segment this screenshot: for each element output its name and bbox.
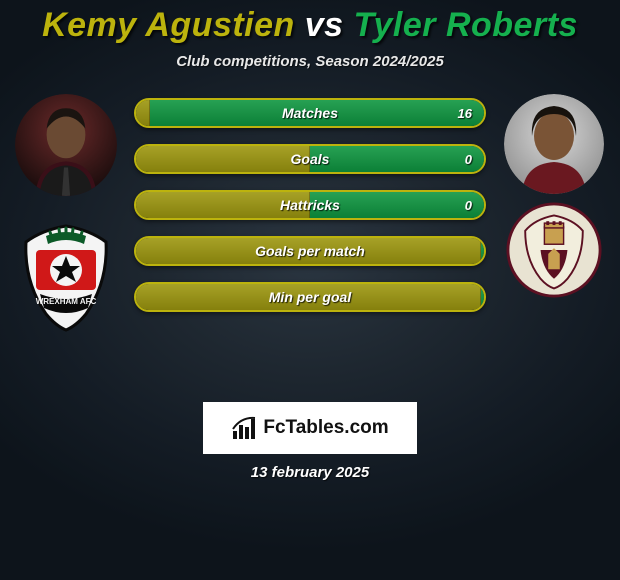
stat-bar-right-fill	[481, 238, 484, 264]
branding-text: FcTables.com	[263, 417, 388, 439]
right-player-column	[496, 94, 612, 298]
stat-bar-right-fill	[310, 146, 484, 172]
title-vs: vs	[295, 6, 354, 44]
stat-bar: Goals per match	[134, 236, 486, 266]
comparison-bars: Matches16 Goals0 Hattricks0 Goals per match…	[124, 94, 496, 328]
stat-bar-right-fill	[481, 284, 484, 310]
comparison-title: Kemy Agustien vs Tyler Roberts	[0, 0, 620, 45]
stat-bar-right-fill	[150, 100, 484, 126]
stat-bar-left-fill	[136, 100, 150, 126]
left-player-avatar	[15, 94, 117, 196]
stat-bar-left-fill	[136, 146, 310, 172]
stat-bar-right-value: 16	[458, 100, 472, 126]
stat-bar-left-fill	[136, 192, 310, 218]
right-club-crest	[506, 202, 602, 298]
stat-bar: Min per goal	[134, 282, 486, 312]
stat-bar: Hattricks0	[134, 190, 486, 220]
title-right-name: Tyler Roberts	[354, 6, 578, 44]
title-left-name: Kemy Agustien	[42, 6, 295, 44]
stat-bar-left-fill	[136, 284, 481, 310]
svg-text:WREXHAM AFC: WREXHAM AFC	[36, 297, 97, 306]
stat-bar-right-fill	[310, 192, 484, 218]
subtitle: Club competitions, Season 2024/2025	[0, 53, 620, 70]
left-player-column: WREXHAM AFC	[8, 94, 124, 326]
branding-chart-icon	[231, 415, 257, 441]
stat-bar-left-fill	[136, 238, 481, 264]
stat-bar-right-value: 0	[465, 192, 472, 218]
comparison-date: 13 february 2025	[0, 464, 620, 481]
branding-box: FcTables.com	[203, 402, 417, 454]
right-player-avatar	[504, 94, 604, 194]
left-club-crest: WREXHAM AFC	[14, 222, 118, 326]
stat-bar: Matches16	[134, 98, 486, 128]
stat-bar: Goals0	[134, 144, 486, 174]
stat-bar-right-value: 0	[465, 146, 472, 172]
